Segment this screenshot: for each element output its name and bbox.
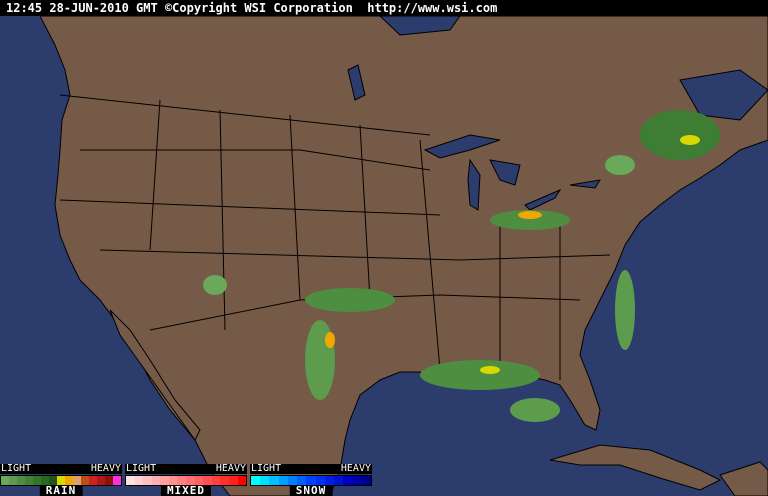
radar-echo [680, 135, 700, 145]
legend-swatch [126, 476, 135, 485]
land [39, 16, 768, 496]
legend-label: MIXED [160, 485, 212, 496]
water-bodies [347, 16, 768, 211]
radar-echo [203, 275, 227, 295]
radar-echo [325, 332, 335, 348]
legend-swatch [1, 476, 9, 485]
legend-swatch [143, 476, 152, 485]
legend-swatch [151, 476, 161, 485]
lake-winnipeg [347, 64, 366, 101]
url-link[interactable]: http://www.wsi.com [367, 1, 498, 15]
legend-color-bar [125, 475, 247, 486]
legend-swatch [343, 476, 353, 485]
legend-swatch [194, 476, 204, 485]
legend-swatch [306, 476, 316, 485]
legend-heavy: HEAVY [215, 463, 246, 474]
radar-echo [480, 366, 500, 374]
legend-swatch [287, 476, 298, 485]
lake-huron [489, 159, 521, 186]
copyright: ©Copyright WSI Corporation [164, 1, 353, 15]
legend-light: LIGHT [251, 463, 282, 474]
legend-swatch [168, 476, 178, 485]
legend-swatch [352, 476, 362, 485]
gulf-st-lawrence [679, 69, 768, 121]
legend-rain: LIGHT HEAVY RAIN [0, 464, 122, 496]
legend-light: LIGHT [1, 463, 32, 474]
legend-swatch [89, 476, 97, 485]
legend-swatch [220, 476, 229, 485]
legend-mixed: LIGHT HEAVY MIXED [125, 464, 247, 496]
state-borders [59, 94, 611, 380]
header-bar: 12:45 28-JUN-2010 GMT ©Copyright WSI Cor… [0, 0, 768, 16]
legend-swatch [203, 476, 212, 485]
legend-swatch [73, 476, 81, 485]
legend-swatch [186, 476, 195, 485]
legend-swatch [160, 476, 169, 485]
legend-light: LIGHT [126, 463, 157, 474]
lake-erie [524, 188, 562, 211]
legend-swatch [361, 476, 372, 485]
legend-swatch [251, 476, 261, 485]
legend-swatch [278, 476, 288, 485]
cuba [549, 444, 722, 491]
radar-echo [420, 360, 540, 390]
lake-superior [423, 134, 501, 159]
legend-snow: LIGHT HEAVY SNOW [250, 464, 372, 496]
lake-michigan [467, 158, 481, 211]
legend-swatch [17, 476, 25, 485]
legend-swatch [49, 476, 57, 485]
legend-label: SNOW [289, 485, 333, 496]
hudson-bay [379, 16, 461, 36]
legend-swatch [228, 476, 238, 485]
legend-swatch [269, 476, 279, 485]
radar-echo [518, 211, 542, 219]
legend-swatch [105, 476, 113, 485]
radar-echo [305, 288, 395, 312]
radar-echo [605, 155, 635, 175]
legend-swatch [134, 476, 144, 485]
radar-echo [640, 110, 720, 160]
legend-swatch [41, 476, 49, 485]
radar-echo [305, 320, 335, 400]
legend-swatch [334, 476, 344, 485]
legend-heavy: HEAVY [340, 463, 371, 474]
timestamp: 12:45 28-JUN-2010 GMT [6, 1, 158, 15]
legend-swatch [324, 476, 335, 485]
radar-map[interactable] [0, 16, 768, 496]
legend-swatch [177, 476, 187, 485]
legend-swatch [81, 476, 89, 485]
legend-swatch [260, 476, 270, 485]
radar-echoes [203, 110, 720, 422]
legend-swatch [211, 476, 221, 485]
lake-ontario [569, 179, 602, 189]
legend-heavy: HEAVY [90, 463, 121, 474]
radar-echo [510, 398, 560, 422]
legend-swatch [33, 476, 41, 485]
legend-swatch [65, 476, 73, 485]
legend-label: RAIN [39, 485, 83, 496]
radar-echo [615, 270, 635, 350]
radar-echo [490, 210, 570, 230]
legend-swatch [113, 476, 121, 485]
legend-swatch [25, 476, 33, 485]
legend-swatch [57, 476, 65, 485]
legend-color-bar [0, 475, 122, 486]
legend-swatch [9, 476, 17, 485]
legend-swatch [97, 476, 105, 485]
legend-swatch [297, 476, 307, 485]
legend-swatch [315, 476, 325, 485]
legend-swatch [237, 476, 247, 485]
